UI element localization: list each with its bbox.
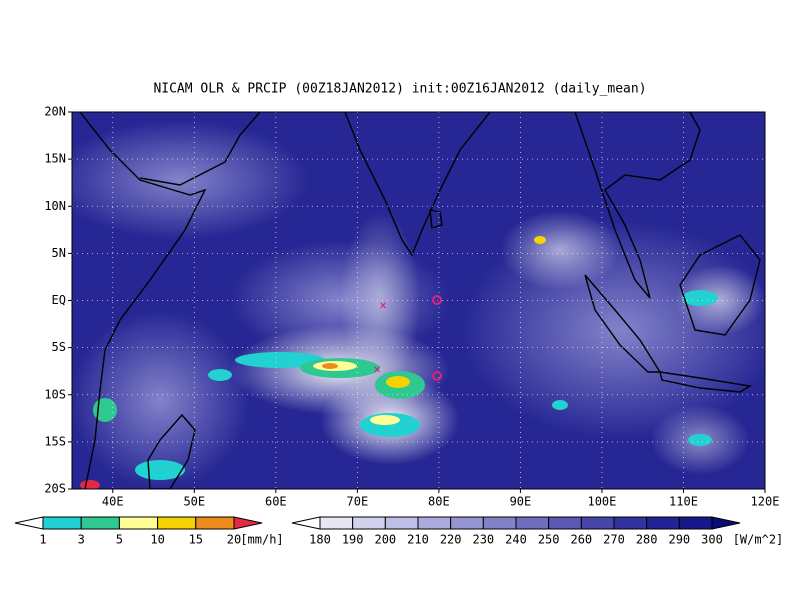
colorbar-label: 210 [407,533,429,547]
colorbar-label: 20 [227,533,241,547]
colorbar-label: 180 [309,533,331,547]
colorbar-label: 270 [603,533,625,547]
lat-label: 5S [52,340,66,354]
colorbar-label: 250 [538,533,560,547]
colorbar-label: 15 [189,533,203,547]
colorbar-label: 10 [150,533,164,547]
colorbar-label: 280 [636,533,658,547]
lon-label: 60E [265,495,287,509]
colorbar-label: 230 [472,533,494,547]
colorbar-label: 220 [440,533,462,547]
colorbar-box [450,516,484,530]
colorbar-box [42,516,82,530]
colorbar-box [118,516,159,530]
colorbar-unit: [W/m^2] [733,533,784,547]
colorbar-box [352,516,386,530]
lon-label: 110E [669,495,698,509]
colorbar-box [417,516,452,530]
lat-label: 15S [44,434,66,448]
colorbar-arrow [291,516,321,530]
colorbar-label: 3 [78,533,85,547]
colorbar-label: 300 [701,533,723,547]
lat-label: 15N [44,152,66,166]
colorbar-label: 290 [668,533,690,547]
precip-legend: 1 3 5 10 15 20 [mm/h] [14,516,284,547]
lat-label: 10N [44,199,66,213]
colorbar-arrow [233,516,263,530]
colorbar-box [482,516,517,530]
colorbar-label: 260 [570,533,592,547]
lat-label: 10S [44,387,66,401]
colorbar-arrow [14,516,44,530]
colorbar-box [646,516,680,530]
colorbar-box [157,516,197,530]
colorbar-box [580,516,615,530]
lat-label: EQ [52,293,66,307]
svg-text:×: × [379,299,387,314]
lon-label: 120E [751,495,780,509]
lon-label: 40E [102,495,124,509]
colorbar-box [384,516,419,530]
colorbar-box [613,516,648,530]
colorbar-box [195,516,235,530]
lon-label: 80E [428,495,450,509]
colorbar-unit: [mm/h] [240,533,283,547]
colorbar-arrow [711,516,741,530]
colorbar-label: 190 [342,533,364,547]
colorbar-label: 200 [374,533,396,547]
lon-label: 100E [587,495,616,509]
lat-label: 20N [44,105,66,119]
colorbar-box [678,516,713,530]
svg-text:×: × [373,363,381,378]
lon-label: 70E [347,495,369,509]
colorbar-box [515,516,550,530]
colorbar-box [548,516,582,530]
lat-label: 20S [44,482,66,496]
colorbar-box [319,516,354,530]
markers: × × [373,295,442,381]
coastlines [79,112,761,489]
olr-legend: 180 190 200 210 220 230 240 250 260 270 280 290 300 [… [291,516,784,547]
colorbar-label: 1 [39,533,46,547]
precip-spots [80,236,718,489]
colorbar-label: 240 [505,533,527,547]
lat-label: 5N [52,246,66,260]
map-title: NICAM OLR & PRCIP (00Z18JAN2012) init:00… [153,82,646,97]
map-area: × × [72,112,765,489]
lon-label: 50E [183,495,205,509]
colorbar-label: 5 [116,533,123,547]
lon-label: 90E [510,495,532,509]
colorbar-box [80,516,120,530]
